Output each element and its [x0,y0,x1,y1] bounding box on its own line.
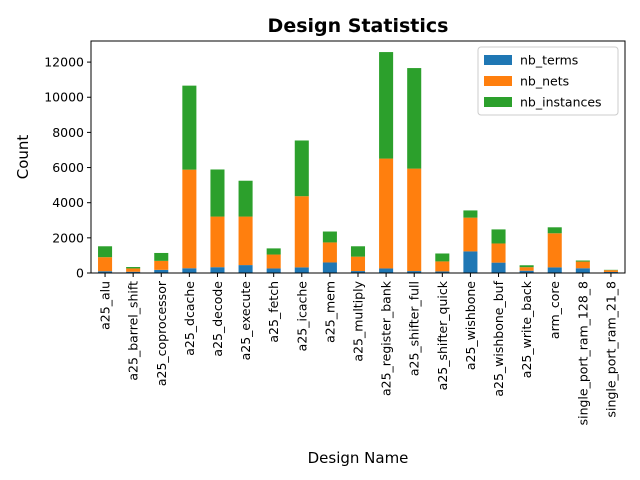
y-tick-label: 6000 [52,160,84,175]
legend-swatch-nb_terms [484,55,512,65]
bar-nb_instances-single_port_ram_128_8 [575,260,590,262]
legend-swatch-nb_instances [484,97,512,107]
y-tick-label: 10000 [44,90,84,105]
bar-nb_terms-a25_shifter_full [407,271,422,273]
bar-nb_nets-a25_shifter_quick [435,261,450,272]
bar-nb_terms-a25_wishbone_buf [491,262,506,273]
bar-nb_instances-a25_icache [294,140,309,197]
bar-nb_instances-a25_wishbone [463,210,478,218]
x-tick-label: a25_execute [238,281,253,361]
bar-nb_nets-a25_dcache [182,169,197,269]
bar-nb_nets-a25_decode [210,216,225,268]
legend-swatch-nb_nets [484,76,512,86]
bar-nb_instances-a25_coprocessor [154,252,169,261]
x-tick-label: arm_core [547,281,562,339]
bar-nb_instances-a25_dcache [182,85,197,170]
bar-nb_terms-a25_mem [322,262,337,273]
bar-nb_terms-a25_multiply [350,271,366,273]
x-tick-label: a25_register_bank [379,280,394,396]
bar-nb_instances-a25_mem [322,231,337,243]
bar-nb_instances-a25_fetch [266,248,281,255]
bar-nb_terms-arm_core [547,267,562,273]
x-tick-label: a25_wishbone [463,281,478,370]
bar-nb_terms-a25_barrel_shift [126,271,141,273]
bar-nb_instances-a25_execute [238,180,253,217]
bar-nb_terms-a25_write_back [519,270,534,273]
bar-nb_instances-a25_multiply [350,246,366,257]
bar-nb_nets-a25_execute [238,216,253,266]
x-tick-label: a25_wishbone_buf [491,280,506,396]
bar-nb_nets-a25_wishbone_buf [491,243,506,263]
y-tick-label: 4000 [52,195,84,210]
legend: nb_terms nb_nets nb_instances [477,46,619,116]
x-tick-label: a25_icache [294,281,309,352]
x-tick-label: a25_shifter_quick [435,280,450,390]
x-tick-label: a25_write_back [519,280,534,378]
bar-nb_nets-a25_alu [98,257,113,272]
bar-nb_terms-a25_decode [210,267,225,273]
bar-nb_terms-a25_dcache [182,268,197,273]
legend-frame [477,46,619,116]
bar-nb_terms-a25_execute [238,265,253,273]
x-tick-label: a25_barrel_shift [126,281,141,381]
x-tick-label: a25_multiply [351,280,366,361]
x-tick-label: single_port_ram_128_8 [575,281,590,425]
bar-nb_terms-a25_alu [98,271,113,273]
x-tick-label: a25_shifter_full [407,281,422,376]
bar-nb_nets-a25_wishbone [463,217,478,252]
bar-nb_terms-a25_register_bank [379,268,394,273]
y-axis-label: Count [14,135,32,180]
bar-nb_nets-a25_barrel_shift [126,268,141,272]
legend-label-nb_instances: nb_instances [520,95,602,110]
bar-nb_nets-a25_register_bank [379,158,394,269]
bar-nb_nets-a25_icache [294,196,309,268]
bars-group [98,52,618,273]
y-tick-label: 12000 [44,55,84,70]
bar-nb_nets-a25_mem [322,242,337,263]
bar-nb_instances-a25_alu [98,246,113,258]
bar-nb_nets-a25_fetch [266,254,281,269]
bar-nb_terms-a25_fetch [266,268,281,273]
bar-nb_terms-a25_icache [294,267,309,273]
legend-label-nb_terms: nb_terms [520,53,578,68]
bar-nb_instances-a25_shifter_quick [435,253,450,262]
x-tick-label: a25_fetch [266,281,281,343]
y-tick-label: 2000 [52,230,84,245]
bar-nb_instances-arm_core [547,227,562,234]
bar-nb_instances-a25_wishbone_buf [491,229,506,244]
bar-nb_instances-a25_write_back [519,265,534,268]
x-axis-label: Design Name [308,449,409,467]
bar-nb_nets-single_port_ram_21_8 [603,270,618,272]
y-tick-label: 0 [76,266,84,281]
bar-nb_terms-a25_shifter_quick [435,271,450,273]
bar-nb_nets-single_port_ram_128_8 [575,261,590,269]
bar-nb_nets-a25_write_back [519,267,534,271]
y-axis: 0 2000 4000 6000 8000 10000 12000 [44,55,91,281]
x-tick-label: a25_mem [322,281,337,343]
bar-nb_instances-a25_barrel_shift [126,267,141,269]
bar-nb_terms-a25_coprocessor [154,269,169,273]
bar-nb_nets-a25_multiply [350,256,366,272]
x-tick-label: a25_decode [210,281,225,357]
x-tick-label: a25_dcache [182,281,197,356]
bar-nb_instances-a25_shifter_full [407,68,422,169]
bar-nb_terms-a25_wishbone [463,251,478,273]
x-tick-label: single_port_ram_21_8 [603,281,618,418]
y-tick-label: 8000 [52,125,84,140]
bar-nb_nets-arm_core [547,233,562,268]
chart-title: Design Statistics [268,15,449,37]
bar-nb_nets-a25_shifter_full [407,168,422,272]
bar-nb_instances-a25_decode [210,169,225,217]
legend-label-nb_nets: nb_nets [520,74,569,89]
x-tick-label: a25_alu [98,281,113,330]
x-axis: a25_alu a25_barrel_shift a25_coprocessor a2… [98,273,618,425]
x-tick-label: a25_coprocessor [154,280,169,386]
bar-nb_terms-single_port_ram_128_8 [575,268,590,273]
plot-frame [90,40,626,274]
bar-nb_nets-a25_coprocessor [154,260,169,270]
bar-nb_instances-a25_register_bank [379,52,394,159]
bar-nb_terms-single_port_ram_21_8 [603,271,618,273]
